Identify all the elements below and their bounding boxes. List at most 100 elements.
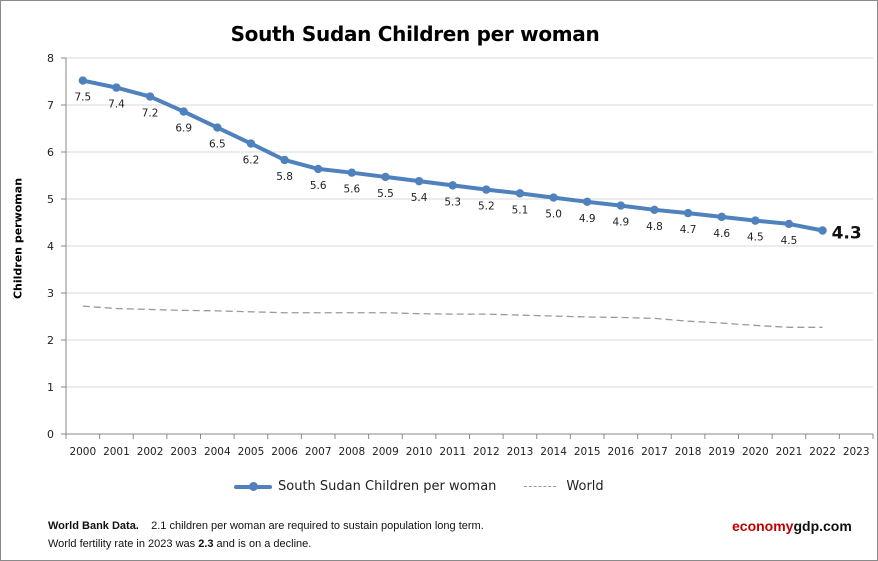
note-text-2a: World fertility rate in 2023 was xyxy=(48,538,199,550)
legend: South Sudan Children per woman World xyxy=(234,479,632,494)
x-tick-label: 2023 xyxy=(843,446,870,458)
brand-part2: gdp.com xyxy=(793,518,852,534)
series-line-world xyxy=(82,305,823,328)
data-label: 5.1 xyxy=(512,204,529,216)
footer-note-line2: World fertility rate in 2023 was 2.3 and… xyxy=(48,535,484,553)
x-tick-label: 2022 xyxy=(809,446,836,458)
x-tick-label: 2008 xyxy=(338,446,365,458)
data-point-south-sudan xyxy=(213,123,222,132)
data-label: 5.3 xyxy=(444,196,461,208)
data-label: 4.6 xyxy=(713,228,730,240)
data-label: 4.8 xyxy=(646,221,663,233)
x-tick-label: 2002 xyxy=(137,446,164,458)
data-label: 5.4 xyxy=(411,192,428,204)
y-tick-label: 5 xyxy=(47,193,54,206)
x-tick-label: 2013 xyxy=(507,446,534,458)
legend-label-south-sudan: South Sudan Children per woman xyxy=(278,479,497,494)
data-point-south-sudan xyxy=(246,139,256,148)
x-tick-label: 2018 xyxy=(675,446,702,458)
x-tick-label: 2000 xyxy=(69,446,96,458)
data-label: 7.4 xyxy=(108,99,125,111)
x-tick-label: 2014 xyxy=(540,446,567,458)
x-tick-label: 2010 xyxy=(406,446,433,458)
y-tick-label: 1 xyxy=(47,381,54,394)
brand-part1: economy xyxy=(732,518,794,534)
brand-logo[interactable]: economygdp.com xyxy=(732,518,852,534)
data-point-south-sudan xyxy=(78,76,88,85)
note-text-2b: and is on a decline. xyxy=(213,538,312,550)
x-tick-label: 2021 xyxy=(776,446,803,458)
y-tick-label: 6 xyxy=(47,146,54,159)
y-tick-label: 8 xyxy=(47,52,54,65)
data-point-south-sudan xyxy=(381,172,390,182)
data-point-south-sudan xyxy=(448,181,457,190)
data-point-south-sudan xyxy=(650,205,659,215)
x-tick-label: 2011 xyxy=(439,446,466,458)
data-label: 5.0 xyxy=(545,209,562,221)
data-label: 6.5 xyxy=(209,139,226,151)
x-tick-label: 2012 xyxy=(473,446,500,458)
data-label: 5.5 xyxy=(377,188,394,200)
y-tick-label: 4 xyxy=(47,240,54,253)
x-tick-label: 2017 xyxy=(641,446,668,458)
data-point-south-sudan xyxy=(347,168,357,177)
legend-label-world: World xyxy=(566,479,604,494)
data-label: 4.5 xyxy=(747,232,764,244)
data-point-south-sudan xyxy=(313,164,323,174)
legend-item-south-sudan[interactable]: South Sudan Children per woman xyxy=(234,479,496,494)
data-label: 4.5 xyxy=(781,235,798,247)
x-tick-label: 2019 xyxy=(708,446,735,458)
x-tick-label: 2001 xyxy=(103,446,130,458)
data-point-south-sudan xyxy=(818,226,827,235)
data-label: 5.8 xyxy=(276,171,293,183)
data-label: 6.2 xyxy=(243,155,260,167)
data-point-south-sudan xyxy=(515,189,525,198)
legend-swatch-world xyxy=(524,486,557,487)
y-tick-label: 3 xyxy=(47,287,54,300)
data-label: 5.6 xyxy=(343,184,360,196)
data-label: 4.7 xyxy=(680,224,697,236)
x-tick-label: 2020 xyxy=(742,446,769,458)
data-point-south-sudan xyxy=(414,176,424,186)
data-point-south-sudan xyxy=(751,216,760,225)
x-tick-label: 2016 xyxy=(607,446,634,458)
chart-title: South Sudan Children per woman xyxy=(230,22,600,46)
legend-item-world[interactable]: World xyxy=(524,479,604,494)
data-point-south-sudan xyxy=(179,107,188,116)
y-tick-label: 2 xyxy=(47,334,54,347)
y-tick-label: 0 xyxy=(47,428,54,441)
data-point-south-sudan xyxy=(145,92,155,101)
x-tick-label: 2009 xyxy=(372,446,399,458)
data-point-south-sudan xyxy=(616,201,626,210)
data-label: 7.5 xyxy=(74,92,91,104)
x-tick-label: 2015 xyxy=(574,446,601,458)
y-tick-label: 7 xyxy=(47,99,54,112)
data-label: 4.9 xyxy=(579,213,596,225)
data-point-south-sudan xyxy=(280,155,289,165)
x-tick-label: 2003 xyxy=(170,446,197,458)
data-label-last: 4.3 xyxy=(832,223,862,243)
note-text-2-bold: 2.3 xyxy=(198,538,214,550)
data-point-south-sudan xyxy=(784,219,794,229)
legend-swatch-south-sudan xyxy=(234,482,272,491)
data-point-south-sudan xyxy=(549,193,558,202)
data-label: 6.9 xyxy=(175,123,192,135)
data-point-south-sudan xyxy=(683,208,693,218)
source-label: World Bank Data. xyxy=(48,520,139,532)
x-tick-label: 2004 xyxy=(204,446,231,458)
data-label: 5.2 xyxy=(478,201,495,213)
note-text-1: 2.1 children per woman are required to s… xyxy=(151,520,484,532)
footer-note: World Bank Data. 2.1 children per woman … xyxy=(48,517,484,553)
data-point-south-sudan xyxy=(717,212,726,222)
data-label: 7.2 xyxy=(142,108,159,120)
x-tick-label: 2007 xyxy=(305,446,332,458)
data-label: 5.6 xyxy=(310,180,327,192)
x-tick-label: 2005 xyxy=(238,446,265,458)
data-label: 4.9 xyxy=(612,217,629,229)
footer-note-line1: World Bank Data. 2.1 children per woman … xyxy=(48,517,484,535)
data-point-south-sudan xyxy=(482,185,491,194)
data-point-south-sudan xyxy=(582,197,592,207)
x-tick-label: 2006 xyxy=(271,446,298,458)
data-point-south-sudan xyxy=(112,83,121,92)
